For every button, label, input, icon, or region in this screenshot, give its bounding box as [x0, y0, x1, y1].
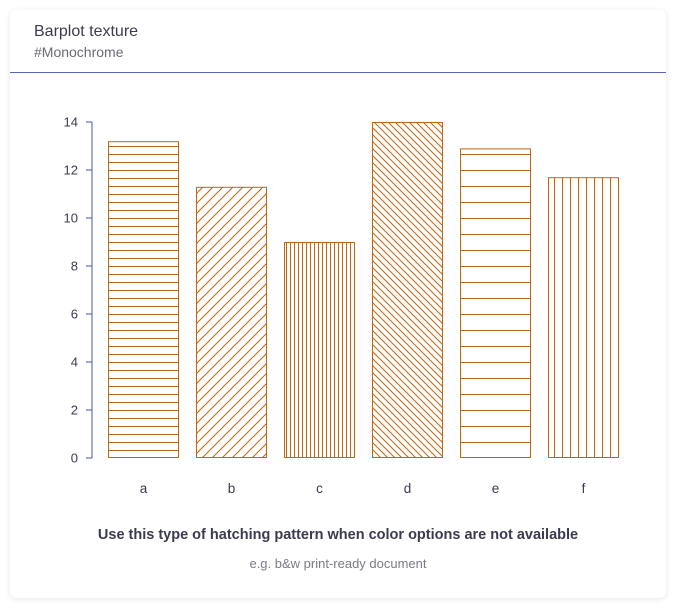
x-tick-label-b: b: [228, 481, 236, 496]
y-axis: 0 2 4 6 8 10 12 14: [64, 115, 93, 466]
chart-subtitle: #Monochrome: [34, 44, 124, 60]
card-header: Barplot texture #Monochrome: [10, 10, 666, 73]
y-tick-label: 8: [71, 259, 78, 274]
bar-c: [284, 242, 355, 458]
chart-caption: Use this type of hatching pattern when c…: [97, 527, 579, 543]
chart-title: Barplot texture: [34, 23, 139, 40]
chart-note: e.g. b&w print-ready document: [249, 556, 427, 571]
x-tick-label-f: f: [582, 481, 586, 496]
x-tick-label-a: a: [140, 481, 148, 496]
y-tick-label: 0: [71, 451, 78, 466]
bar-f: [548, 177, 619, 458]
bars: [108, 122, 619, 459]
y-tick-label: 12: [64, 163, 78, 178]
bar-e: [460, 148, 531, 458]
bar-chart: 0 2 4 6 8 10 12 14 a b c d e f: [64, 115, 619, 496]
chart-card: Barplot texture #Monochrome 0 2 4 6 8 10 12 14 …: [10, 10, 666, 598]
y-tick-label: 6: [71, 307, 78, 322]
bar-a: [108, 141, 179, 458]
y-tick-label: 14: [64, 115, 78, 130]
x-axis-labels: a b c d e f: [140, 481, 586, 496]
x-tick-label-e: e: [492, 481, 500, 496]
x-tick-label-d: d: [404, 481, 412, 496]
y-tick-label: 4: [71, 355, 78, 370]
x-tick-label-c: c: [316, 481, 323, 496]
bar-b: [196, 186, 267, 459]
bar-d: [372, 122, 443, 458]
y-tick-label: 2: [71, 403, 78, 418]
y-tick-label: 10: [64, 211, 78, 226]
